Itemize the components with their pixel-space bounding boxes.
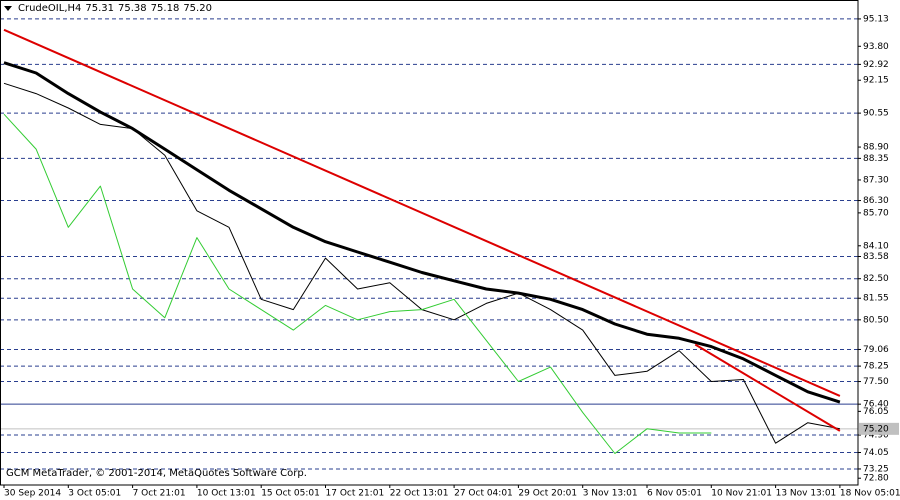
x-tick-label: 3 Nov 13:01 bbox=[583, 489, 638, 499]
y-tick-label: 93.80 bbox=[863, 42, 889, 52]
x-tick-label: 6 Nov 05:01 bbox=[647, 489, 702, 499]
y-tick-label: 92.15 bbox=[863, 76, 889, 86]
y-tick-label: 72.80 bbox=[863, 474, 889, 484]
trend-line bbox=[3, 28, 841, 397]
x-tick-label: 17 Oct 21:01 bbox=[326, 489, 385, 499]
x-tick-label: 22 Oct 13:01 bbox=[390, 489, 449, 499]
y-tick-label: 77.50 bbox=[863, 377, 889, 387]
plot-frame bbox=[0, 0, 859, 486]
ohlc-value: 75.20 bbox=[183, 3, 212, 14]
y-tick-label: 78.25 bbox=[863, 362, 889, 372]
x-tick-label: 30 Sep 2014 bbox=[4, 489, 61, 499]
x-tick-label: 10 Nov 21:01 bbox=[711, 489, 772, 499]
x-tick-label: 13 Nov 13:01 bbox=[776, 489, 837, 499]
series-line bbox=[3, 61, 841, 404]
y-tick-label: 92.92 bbox=[863, 60, 889, 70]
trend-line bbox=[694, 343, 841, 432]
y-tick-label: 83.58 bbox=[863, 252, 889, 262]
series-line bbox=[3, 82, 840, 444]
x-tick-label: 27 Oct 04:01 bbox=[454, 489, 513, 499]
copyright: GCM MetaTrader, © 2001-2014, MetaQuotes … bbox=[6, 468, 307, 479]
y-tick-label: 82.50 bbox=[863, 274, 889, 284]
x-tick-label: 29 Oct 20:01 bbox=[518, 489, 577, 499]
x-tick-label: 3 Oct 05:01 bbox=[68, 489, 121, 499]
y-tick-label: 74.90 bbox=[863, 431, 889, 441]
symbol: CrudeOIL,H4 bbox=[18, 3, 82, 14]
ohlc-value: 75.31 bbox=[85, 3, 115, 14]
y-tick-label: 80.50 bbox=[863, 315, 889, 325]
y-tick-label: 86.30 bbox=[863, 196, 889, 206]
y-tick-label: 76.05 bbox=[863, 407, 889, 417]
price-label: 75.20 bbox=[863, 424, 889, 434]
x-tick-label: 15 Oct 05:01 bbox=[261, 489, 320, 499]
series-line bbox=[3, 113, 712, 454]
ohlc-value: 75.38 bbox=[118, 3, 147, 14]
y-tick-label: 90.55 bbox=[863, 109, 889, 119]
y-tick-label: 79.06 bbox=[863, 345, 889, 355]
ohlc-value: 75.18 bbox=[150, 3, 180, 14]
y-tick-label: 74.05 bbox=[863, 448, 889, 458]
y-tick-label: 73.25 bbox=[863, 464, 889, 474]
chart-header: CrudeOIL,H4 75.31 75.38 75.18 75.20 bbox=[4, 3, 212, 14]
x-tick-label: 18 Nov 05:01 bbox=[840, 489, 900, 499]
y-tick-label: 87.30 bbox=[863, 175, 889, 185]
y-tick-label: 84.10 bbox=[863, 241, 889, 251]
y-tick-label: 85.70 bbox=[863, 208, 889, 218]
y-tick-label: 76.40 bbox=[863, 400, 889, 410]
y-tick-label: 81.55 bbox=[863, 294, 889, 304]
x-tick-label: 7 Oct 21:01 bbox=[133, 489, 186, 499]
menu-arrow[interactable] bbox=[4, 6, 12, 11]
y-tick-label: 88.90 bbox=[863, 143, 889, 153]
y-tick-label: 88.35 bbox=[863, 154, 889, 164]
x-tick-label: 10 Oct 13:01 bbox=[197, 489, 256, 499]
price-box bbox=[859, 422, 899, 435]
y-tick-label: 95.13 bbox=[863, 14, 889, 24]
